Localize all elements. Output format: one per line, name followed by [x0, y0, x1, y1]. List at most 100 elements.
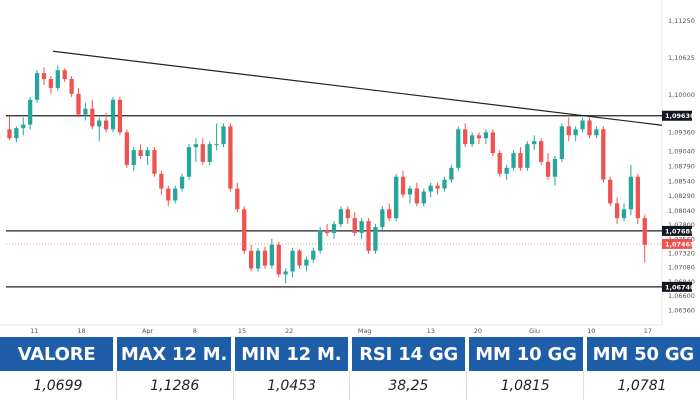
candle-body: [62, 70, 67, 80]
stat-value-rsi-14: 38,25: [350, 371, 468, 400]
candle-body: [138, 150, 143, 157]
x-tick-label: 10: [587, 327, 595, 335]
stats-header-row: VALORE MAX 12 M. MIN 12 M. RSI 14 GG MM …: [0, 337, 700, 371]
candle-body: [290, 250, 295, 272]
candle-body: [621, 209, 627, 219]
candle-body: [207, 144, 212, 162]
candle-body: [345, 209, 350, 219]
candle-body: [103, 120, 109, 130]
candle-body: [373, 227, 378, 251]
y-tick-label: 1,09040: [668, 148, 695, 156]
candle-body: [179, 176, 185, 189]
candle-body: [594, 129, 599, 136]
candle-body: [539, 141, 544, 162]
candle-body: [497, 153, 502, 174]
x-tick-label: 17: [644, 327, 652, 335]
x-tick-label: 20: [474, 327, 482, 335]
candle-body: [34, 73, 40, 100]
y-tick-label: 1,08290: [668, 192, 695, 200]
candle-body: [366, 221, 371, 251]
candle-body: [235, 188, 240, 210]
candle-body: [580, 120, 585, 130]
candle-body: [14, 128, 19, 139]
candle-body: [331, 224, 337, 233]
candle-body: [269, 244, 274, 266]
candle-body: [304, 259, 309, 266]
candle-body: [532, 141, 537, 145]
candle-body: [504, 167, 509, 174]
level-label-text: 1,06740: [665, 283, 695, 291]
y-tick-label: 1,08790: [668, 162, 695, 170]
x-tick-label: 8: [193, 327, 197, 335]
candle-body: [380, 209, 385, 228]
candle-body: [255, 250, 261, 269]
candle-body: [124, 132, 129, 165]
candle-body: [428, 185, 433, 192]
candle-body: [131, 150, 136, 165]
candle-body: [614, 203, 620, 219]
candle-body: [449, 167, 454, 180]
candle-body: [97, 120, 102, 127]
candle-body: [552, 158, 558, 177]
candle-body: [69, 79, 74, 94]
candle-body: [400, 176, 406, 195]
candle-body: [221, 126, 226, 145]
level-label-text: 1,09630: [665, 112, 695, 120]
x-tick-label: 13: [427, 327, 435, 335]
x-tick-label: 11: [30, 327, 38, 335]
stats-table: VALORE MAX 12 M. MIN 12 M. RSI 14 GG MM …: [0, 337, 700, 400]
level-label-text: 1,07685: [665, 227, 695, 235]
candle-body: [545, 161, 551, 177]
candle-body: [41, 73, 47, 80]
candle-body: [490, 132, 495, 154]
candle-body: [435, 185, 440, 189]
candle-body: [511, 153, 516, 168]
candle-body: [28, 99, 33, 125]
candle-body: [518, 153, 523, 168]
y-tick-label: 1,08040: [668, 207, 695, 215]
candle-body: [262, 250, 268, 266]
x-tick-label: 15: [238, 327, 246, 335]
x-tick-label: 22: [285, 327, 293, 335]
candle-body: [394, 176, 399, 219]
y-tick-label: 1,07080: [668, 264, 695, 272]
y-tick-label: 1,10000: [668, 91, 695, 99]
stat-value-min-12m: 1,0453: [234, 371, 351, 400]
candle-body: [145, 150, 150, 157]
candle-body: [228, 126, 233, 189]
candle-body: [456, 129, 461, 168]
y-tick-label: 1,10625: [668, 54, 695, 62]
stat-value-max-12m: 1,1286: [117, 371, 234, 400]
candle-body: [601, 129, 606, 180]
candle-body: [525, 144, 530, 168]
candle-body: [90, 108, 95, 127]
stat-header-value: VALORE: [0, 337, 114, 371]
candle-body: [110, 99, 116, 130]
y-tick-label: 1,08540: [668, 177, 695, 185]
x-tick-label: Giu: [529, 327, 540, 335]
candle-body: [21, 124, 26, 129]
x-tick-label: Apr: [142, 327, 154, 335]
candle-body: [469, 135, 475, 145]
candle-body: [587, 120, 592, 136]
y-tick-label: 1,09360: [668, 129, 695, 137]
last-price-label-box: [662, 238, 692, 249]
candle-body: [628, 176, 634, 210]
candle-body: [159, 173, 164, 189]
candle-body: [573, 129, 578, 136]
candle-body: [283, 271, 288, 275]
candle-body: [152, 150, 157, 174]
y-tick-label: 1,06360: [668, 306, 695, 314]
level-label-box: [662, 281, 692, 292]
candle-body: [276, 244, 281, 275]
candle-body: [318, 230, 323, 251]
stat-header-mm-10: MM 10 GG: [469, 337, 583, 371]
candle-body: [311, 250, 316, 260]
candle-body: [324, 230, 330, 233]
candle-body: [186, 147, 192, 177]
price-chart: 1,11250 1,10625 1,10000 1,09360 1,09040 1,087…: [0, 0, 695, 335]
candle-body: [359, 221, 364, 233]
y-tick-label: 1,11250: [668, 17, 695, 25]
candle-body: [442, 179, 447, 189]
candle-body: [352, 218, 357, 233]
